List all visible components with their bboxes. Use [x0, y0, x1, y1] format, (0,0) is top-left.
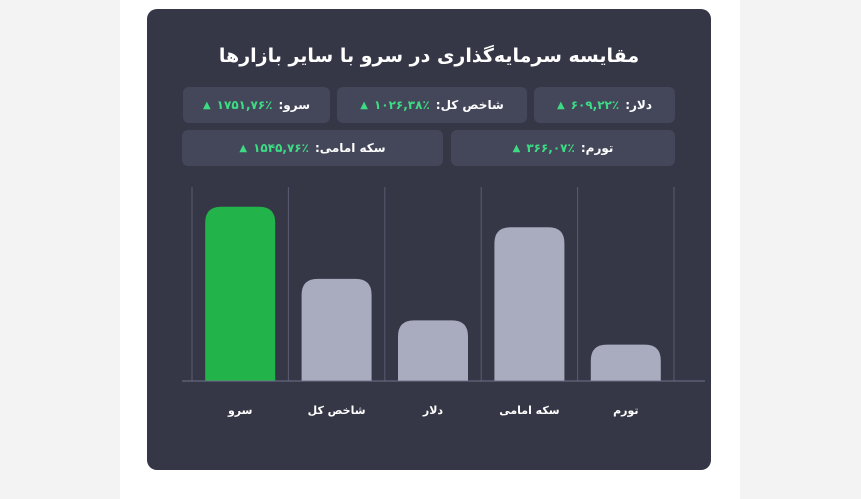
category-label: تورم: [613, 404, 638, 417]
stat-label: سکه امامی:: [314, 141, 386, 155]
stat-value: ۱۰۲۶,۳۸٪: [373, 98, 430, 112]
stat-inflation: تورم: ۳۶۶,۰۷٪ ▲: [451, 130, 675, 166]
bar: [301, 278, 372, 381]
arrow-up-icon: ▲: [556, 99, 565, 111]
category-label: سرو: [227, 404, 253, 417]
stat-label: شاخص کل:: [435, 98, 504, 112]
stat-sarv: سرو: ۱۷۵۱,۷۶٪ ▲: [183, 87, 330, 123]
arrow-up-icon: ▲: [360, 99, 368, 111]
stat-value: ۶۰۹,۲۲٪: [570, 98, 620, 112]
bar: [494, 227, 565, 381]
arrow-up-icon: ▲: [202, 99, 211, 111]
arrow-up-icon: ▲: [512, 142, 521, 154]
comparison-card: مقایسه سرمایه‌گذاری در سرو با سایر بازار…: [147, 9, 711, 470]
bar-chart: سرو شاخص کل دلار سکه امامی تورم: [182, 187, 705, 417]
category-label: دلار: [422, 404, 444, 417]
stat-emami-coin: سکه امامی: ۱۵۴۵,۷۶٪ ▲: [182, 130, 443, 166]
stat-total-index: شاخص کل: ۱۰۲۶,۳۸٪ ▲: [337, 87, 527, 123]
card-title: مقایسه سرمایه‌گذاری در سرو با سایر بازار…: [218, 45, 640, 67]
stat-value: ۳۶۶,۰۷٪: [526, 141, 575, 155]
bar: [590, 344, 661, 381]
arrow-up-icon: ▲: [239, 142, 248, 154]
category-label: سکه امامی: [499, 404, 559, 417]
bar: [398, 320, 468, 381]
bar: [205, 206, 276, 381]
stat-label: تورم:: [580, 141, 614, 155]
stat-value: ۱۷۵۱,۷۶٪: [216, 98, 273, 112]
stat-dollar: دلار: ۶۰۹,۲۲٪ ▲: [534, 87, 675, 123]
stat-label: سرو:: [278, 98, 311, 112]
stat-value: ۱۵۴۵,۷۶٪: [253, 141, 309, 155]
category-label: شاخص کل: [308, 404, 366, 417]
stat-label: دلار:: [625, 98, 653, 112]
